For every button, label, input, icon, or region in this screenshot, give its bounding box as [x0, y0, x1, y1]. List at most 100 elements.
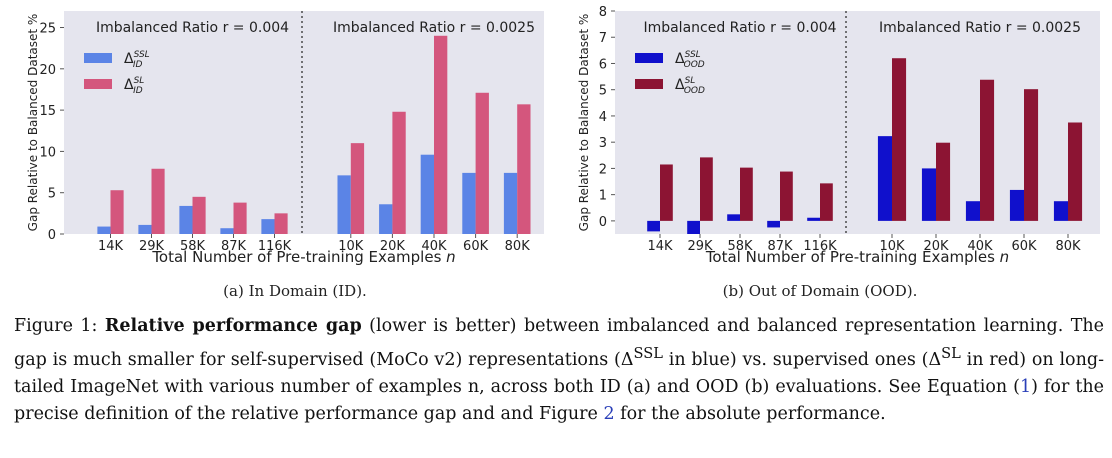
x-tick-label: 58K	[180, 239, 206, 254]
y-tick-label: 20	[39, 63, 56, 78]
bar	[727, 214, 740, 221]
bar	[192, 196, 206, 234]
caption-sup-sl: SL	[941, 345, 961, 362]
x-tick-label: 60K	[463, 239, 489, 254]
bar	[1009, 189, 1024, 221]
bar	[647, 220, 660, 232]
bar	[179, 205, 193, 234]
bar	[517, 104, 531, 235]
bar	[660, 164, 673, 221]
bar	[780, 171, 793, 221]
legend-swatch	[635, 53, 663, 63]
equation-ref-link[interactable]: 1	[1019, 376, 1032, 397]
x-tick-label: 87K	[221, 239, 247, 254]
bar	[392, 111, 406, 234]
bar	[462, 172, 476, 234]
bar	[965, 201, 980, 221]
caption-text-1: (lower is better) between imbalanced and…	[14, 316, 1105, 370]
legend-label: ΔSSL OOD	[675, 50, 705, 70]
y-tick-label: 7	[599, 31, 607, 46]
bar	[434, 35, 448, 235]
bar	[97, 226, 111, 234]
bar	[877, 136, 892, 221]
bar	[820, 183, 833, 221]
x-tick-label: 80K	[1055, 239, 1081, 254]
x-tick-label: 29K	[139, 239, 165, 254]
x-axis-label: Total Number of Pre-training Examples n	[705, 248, 1009, 266]
bar	[420, 154, 434, 234]
legend-label: ΔSL ID	[124, 76, 144, 96]
caption-text-3: in red) on long-tailed ImageNet with var…	[14, 349, 1104, 397]
subcaption-b: (b) Out of Domain (OOD).	[722, 282, 918, 300]
bar	[503, 172, 518, 234]
bar	[151, 168, 165, 234]
bar	[807, 217, 820, 221]
panel-title: Imbalanced Ratio r = 0.0025	[879, 20, 1081, 36]
y-axis-label: Gap Relative to Balanced Dataset %	[26, 14, 40, 232]
subcaption-a: (a) In Domain (ID).	[223, 282, 367, 300]
bar	[740, 167, 753, 221]
caption-text-5: for the absolute performance.	[614, 403, 886, 424]
y-tick-label: 15	[39, 104, 56, 119]
y-tick-label: 0	[48, 228, 56, 243]
x-tick-label: 40K	[421, 239, 447, 254]
bar	[220, 228, 234, 234]
bar	[687, 220, 700, 234]
bar	[337, 175, 351, 234]
y-tick-label: 10	[39, 145, 56, 160]
x-tick-label: 40K	[967, 239, 993, 254]
x-tick-label: 80K	[505, 239, 531, 254]
bar	[1024, 89, 1039, 221]
x-tick-label: 29K	[687, 239, 713, 254]
bar	[233, 202, 247, 234]
figure-ref-link[interactable]: 2	[603, 403, 615, 424]
y-tick-label: 2	[599, 162, 607, 177]
caption-label: Figure 1:	[14, 316, 105, 336]
bar	[138, 224, 152, 234]
y-tick-label: 1	[599, 189, 607, 204]
x-tick-label: 10K	[879, 239, 905, 254]
x-tick-label: 20K	[380, 239, 406, 254]
x-tick-label: 14K	[98, 239, 124, 254]
panel-title: Imbalanced Ratio r = 0.004	[643, 20, 836, 36]
x-tick-label: 58K	[727, 239, 753, 254]
caption-bold: Relative performance gap	[104, 316, 362, 336]
bar	[767, 220, 780, 228]
bar	[892, 58, 907, 221]
figure-caption: Figure 1: Relative performance gap (lowe…	[14, 313, 1104, 428]
legend-swatch	[635, 79, 663, 89]
bar	[379, 204, 393, 234]
y-axis-label: Gap Relative to Balanced Dataset %	[577, 14, 591, 232]
panel-title: Imbalanced Ratio r = 0.0025	[333, 20, 535, 36]
y-tick-label: 5	[599, 84, 607, 99]
bar	[1053, 201, 1068, 221]
x-tick-label: 10K	[338, 239, 364, 254]
x-tick-label: 60K	[1011, 239, 1037, 254]
bar	[475, 92, 489, 235]
bar	[700, 157, 713, 221]
caption-text-2: in blue) vs. supervised ones (Δ	[662, 349, 942, 370]
bar	[1068, 122, 1083, 221]
panel-title: Imbalanced Ratio r = 0.004	[96, 20, 289, 36]
x-tick-label: 20K	[923, 239, 949, 254]
bar	[261, 219, 275, 234]
x-tick-label: 87K	[767, 239, 793, 254]
bar	[110, 190, 124, 234]
bar	[350, 143, 365, 234]
y-tick-label: 25	[39, 22, 56, 37]
x-axis-label: Total Number of Pre-training Examples n	[151, 248, 455, 266]
y-tick-label: 6	[599, 57, 607, 72]
legend-label: ΔSL OOD	[675, 76, 705, 96]
caption-text-4: ) for the precise definition of the rela…	[14, 376, 1104, 424]
bar	[980, 79, 995, 221]
x-tick-label: 116K	[258, 239, 292, 254]
bar	[274, 213, 288, 234]
legend-swatch	[84, 79, 112, 89]
caption-sup-ssl: SSL	[633, 345, 663, 362]
y-tick-label: 8	[599, 5, 607, 20]
x-tick-label: 116K	[803, 239, 837, 254]
x-tick-label: 14K	[647, 239, 673, 254]
bar	[936, 142, 951, 221]
bar	[921, 168, 936, 221]
